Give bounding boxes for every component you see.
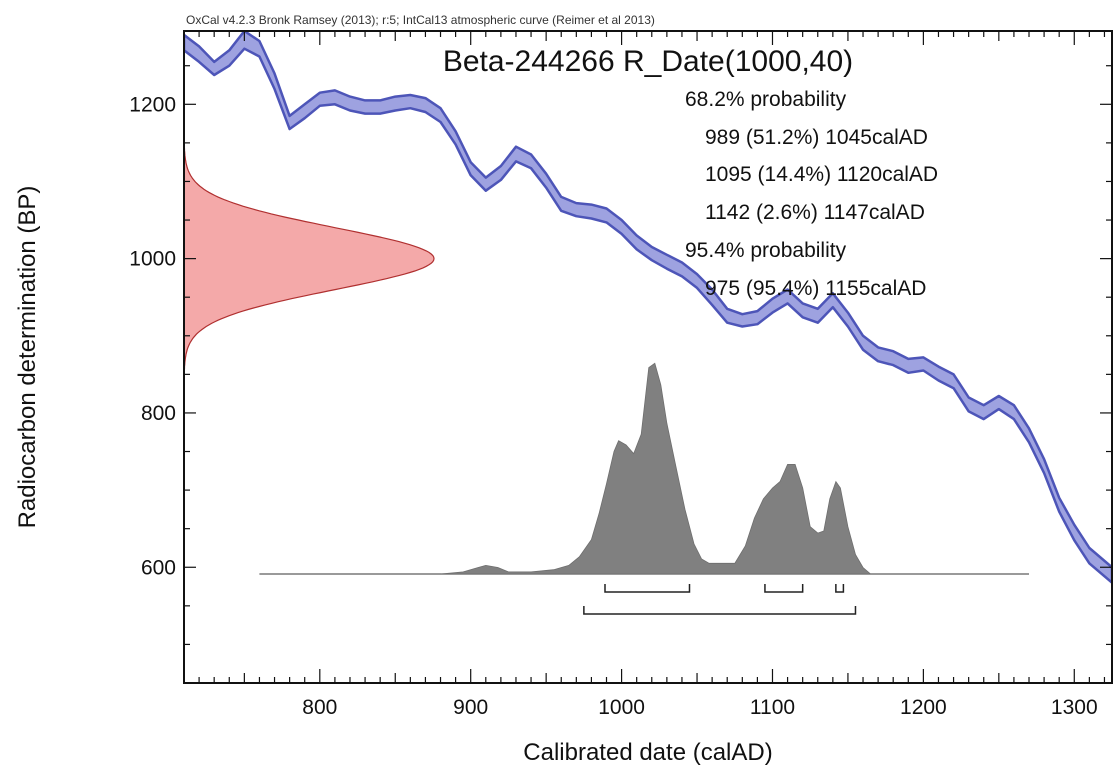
x-tick-label: 800 xyxy=(302,696,337,719)
x-tick-label: 900 xyxy=(453,696,488,719)
x-tick-label: 1000 xyxy=(598,696,645,719)
y-tick-label: 800 xyxy=(141,402,176,425)
annotation-95-header: 95.4% probability xyxy=(685,239,847,262)
annotation-95-range-1: 975 (95.4%) 1155calAD xyxy=(705,277,926,300)
range-bracket-68-2pct-1 xyxy=(604,584,691,593)
annotation-68-range-2: 1095 (14.4%) 1120calAD xyxy=(705,163,938,186)
y-tick-label: 1000 xyxy=(129,248,176,271)
chart-title: Beta-244266 R_Date(1000,40) xyxy=(443,45,853,78)
y-axis-title: Radiocarbon determination (BP) xyxy=(14,186,41,529)
calibration-curve xyxy=(184,31,1112,584)
range-bracket-68-2pct-2 xyxy=(764,584,804,593)
calibration-curve-band xyxy=(184,31,1112,584)
annotation-68-header: 68.2% probability xyxy=(685,88,847,111)
radiocarbon-gaussian xyxy=(184,134,435,383)
y-axis-tick-labels: 600 800 1000 1200 xyxy=(129,93,176,579)
y-tick-label: 1200 xyxy=(129,93,176,116)
y-tick-label: 600 xyxy=(141,556,176,579)
x-tick-label: 1100 xyxy=(750,696,795,719)
probability-annotations: 68.2% probability 989 (51.2%) 1045calAD … xyxy=(685,88,938,300)
radiocarbon-date-distribution xyxy=(184,134,435,383)
plot-frame xyxy=(183,30,1113,684)
probability-range-brackets xyxy=(583,584,857,615)
calibrated-density-area xyxy=(259,362,1029,575)
x-tick-label: 1200 xyxy=(900,696,947,719)
x-axis-tick-labels: 800 900 1000 1100 1200 1300 xyxy=(302,696,1097,719)
plot-area xyxy=(184,31,1112,615)
annotation-68-range-1: 989 (51.2%) 1045calAD xyxy=(705,126,928,149)
range-bracket-95-4pct-1 xyxy=(583,606,857,615)
x-tick-label: 1300 xyxy=(1051,696,1098,719)
axis-ticks xyxy=(184,31,1112,683)
x-axis-title: Calibrated date (calAD) xyxy=(523,739,772,766)
oxcal-credit: OxCal v4.2.3 Bronk Ramsey (2013); r:5; I… xyxy=(186,13,655,27)
annotation-68-range-3: 1142 (2.6%) 1147calAD xyxy=(705,201,925,224)
range-bracket-68-2pct-3 xyxy=(835,584,845,593)
calibrated-date-distribution xyxy=(259,362,1030,575)
